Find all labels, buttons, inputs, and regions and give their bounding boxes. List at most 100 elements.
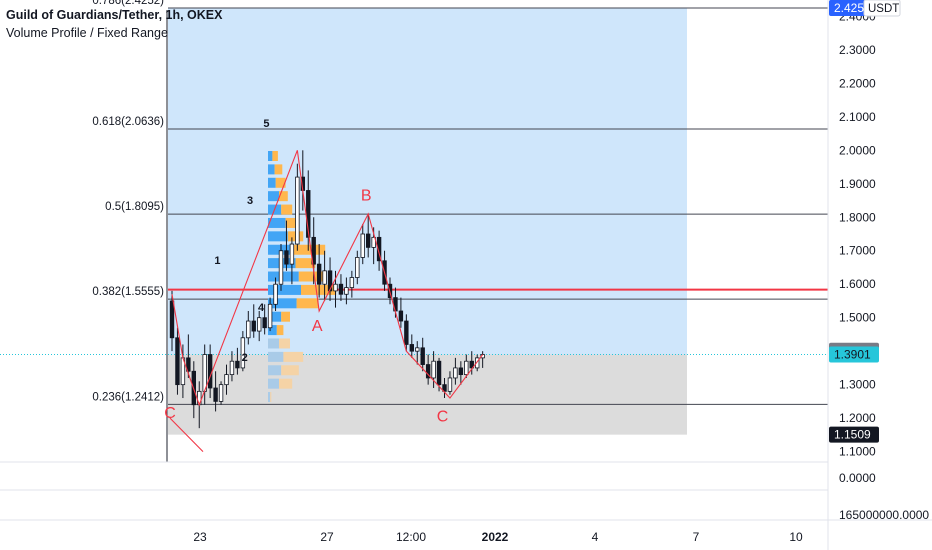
price-axis-tick: 1.9000	[839, 177, 876, 191]
candle-body	[322, 270, 327, 285]
price-badge-label: 2.4252	[834, 1, 871, 15]
candle-body	[267, 303, 273, 329]
candle-body	[240, 337, 246, 369]
volume-profile-up-bar	[268, 284, 301, 295]
price-axis-tick: 2.3000	[839, 43, 876, 57]
price-axis-tick: 2.2000	[839, 76, 876, 90]
volume-profile-up-bar	[268, 378, 279, 389]
candle-body	[415, 347, 420, 352]
candle-body	[213, 387, 218, 402]
volume-profile-down-bar	[270, 392, 272, 403]
volume-profile-up-bar	[268, 351, 284, 362]
candle-body	[224, 374, 229, 386]
fib-level-label: 0.5(1.8095)	[105, 201, 164, 213]
candle-body	[338, 283, 344, 295]
candle-body	[360, 233, 365, 258]
fib-zone-lower	[168, 404, 687, 435]
volume-profile-down-bar	[283, 351, 304, 362]
price-axis-tick: 1.5000	[839, 311, 876, 325]
time-axis-tick: 7	[693, 530, 700, 544]
time-axis-tick: 27	[320, 530, 334, 544]
volume-profile-down-bar	[296, 298, 319, 309]
candle-body	[344, 287, 349, 295]
price-axis-tick: 2.0000	[839, 143, 876, 157]
elliott-wave-label: 4	[258, 302, 265, 314]
candle-body	[256, 317, 262, 332]
candle-body	[284, 250, 289, 265]
candle-body	[229, 360, 235, 376]
indicator-label[interactable]: Volume Profile / Fixed Range	[6, 26, 168, 40]
candle-body	[175, 337, 180, 386]
volume-axis-tick: 165000000.0000	[839, 508, 929, 522]
currency-badge[interactable]	[863, 0, 901, 17]
time-axis-tick: 4	[592, 530, 599, 544]
symbol-title[interactable]: Guild of Guardians/Tether, 1h, OKEX	[6, 8, 223, 22]
volume-profile-down-bar	[281, 365, 299, 376]
volume-profile-down-bar	[295, 258, 316, 269]
volume-profile-up-bar	[268, 311, 282, 322]
volume-profile-up-bar	[268, 298, 297, 309]
candle-body	[169, 300, 175, 339]
candle-body	[235, 360, 240, 369]
candle-body	[409, 344, 414, 352]
volume-profile-down-bar	[279, 338, 290, 349]
candle-body	[398, 310, 404, 322]
volume-profile-up-bar	[268, 191, 279, 202]
price-axis-tick: 1.6000	[839, 277, 876, 291]
volume-profile-down-bar	[272, 151, 278, 161]
candle-body	[464, 360, 469, 376]
abc-wave-label: C	[437, 408, 449, 425]
abc-wave-path[interactable]	[171, 150, 484, 407]
candle-body	[371, 236, 376, 248]
price-badge[interactable]	[829, 346, 879, 363]
volume-profile-down-bar	[298, 271, 326, 282]
price-axis-tick: 2.1000	[839, 110, 876, 124]
abc-wave-label: B	[361, 188, 372, 205]
volume-profile-up-bar	[268, 325, 277, 336]
price-axis-tick: 1.1000	[839, 445, 876, 459]
volume-profile-up-bar	[268, 231, 288, 242]
candle-body	[376, 236, 382, 262]
volume-profile-up-bar	[268, 244, 293, 255]
fib-zone	[168, 7, 687, 355]
elliott-wave-label: 3	[247, 195, 253, 207]
candle-body	[295, 176, 300, 245]
elliott-wave-label: 2	[242, 352, 248, 364]
time-axis-tick: 12:00	[396, 530, 426, 544]
candle-body	[278, 250, 284, 285]
volume-profile-down-bar	[285, 217, 299, 228]
candle-body	[447, 377, 453, 392]
volume-profile-down-bar	[281, 311, 290, 322]
candle-body	[420, 347, 425, 365]
currency-label: USDT	[868, 3, 899, 15]
candle-body	[327, 270, 333, 292]
candle-body	[289, 243, 295, 265]
candle-body	[458, 367, 464, 376]
volume-profile-up-bar	[268, 365, 282, 376]
abc-wave-label: A	[312, 318, 323, 335]
candle-body	[207, 354, 213, 389]
candle-body	[262, 317, 267, 329]
candle-body	[316, 263, 322, 285]
price-axis-tick: 1.2000	[839, 411, 876, 425]
candle-body	[431, 360, 436, 379]
price-axis-tick: 1.3000	[839, 378, 876, 392]
abc-wave-tail[interactable]	[169, 417, 204, 452]
candle-body	[469, 360, 474, 369]
fib-level-label: 0.382(1.5555)	[92, 286, 164, 298]
volume-profile-up-bar	[268, 177, 276, 188]
time-axis-tick: 23	[193, 530, 207, 544]
price-badge[interactable]	[829, 426, 879, 443]
elliott-wave-label: 5	[263, 118, 269, 130]
candle-body	[246, 320, 251, 339]
candle-body	[349, 277, 355, 288]
time-axis-tick: 2022	[482, 530, 509, 544]
volume-profile-down-bar	[276, 325, 284, 336]
volume-profile-down-bar	[275, 177, 286, 188]
volume-profile-down-bar	[281, 204, 293, 215]
abc-wave-label: C	[164, 405, 176, 422]
candle-body	[273, 283, 278, 305]
candle-body	[442, 384, 447, 392]
